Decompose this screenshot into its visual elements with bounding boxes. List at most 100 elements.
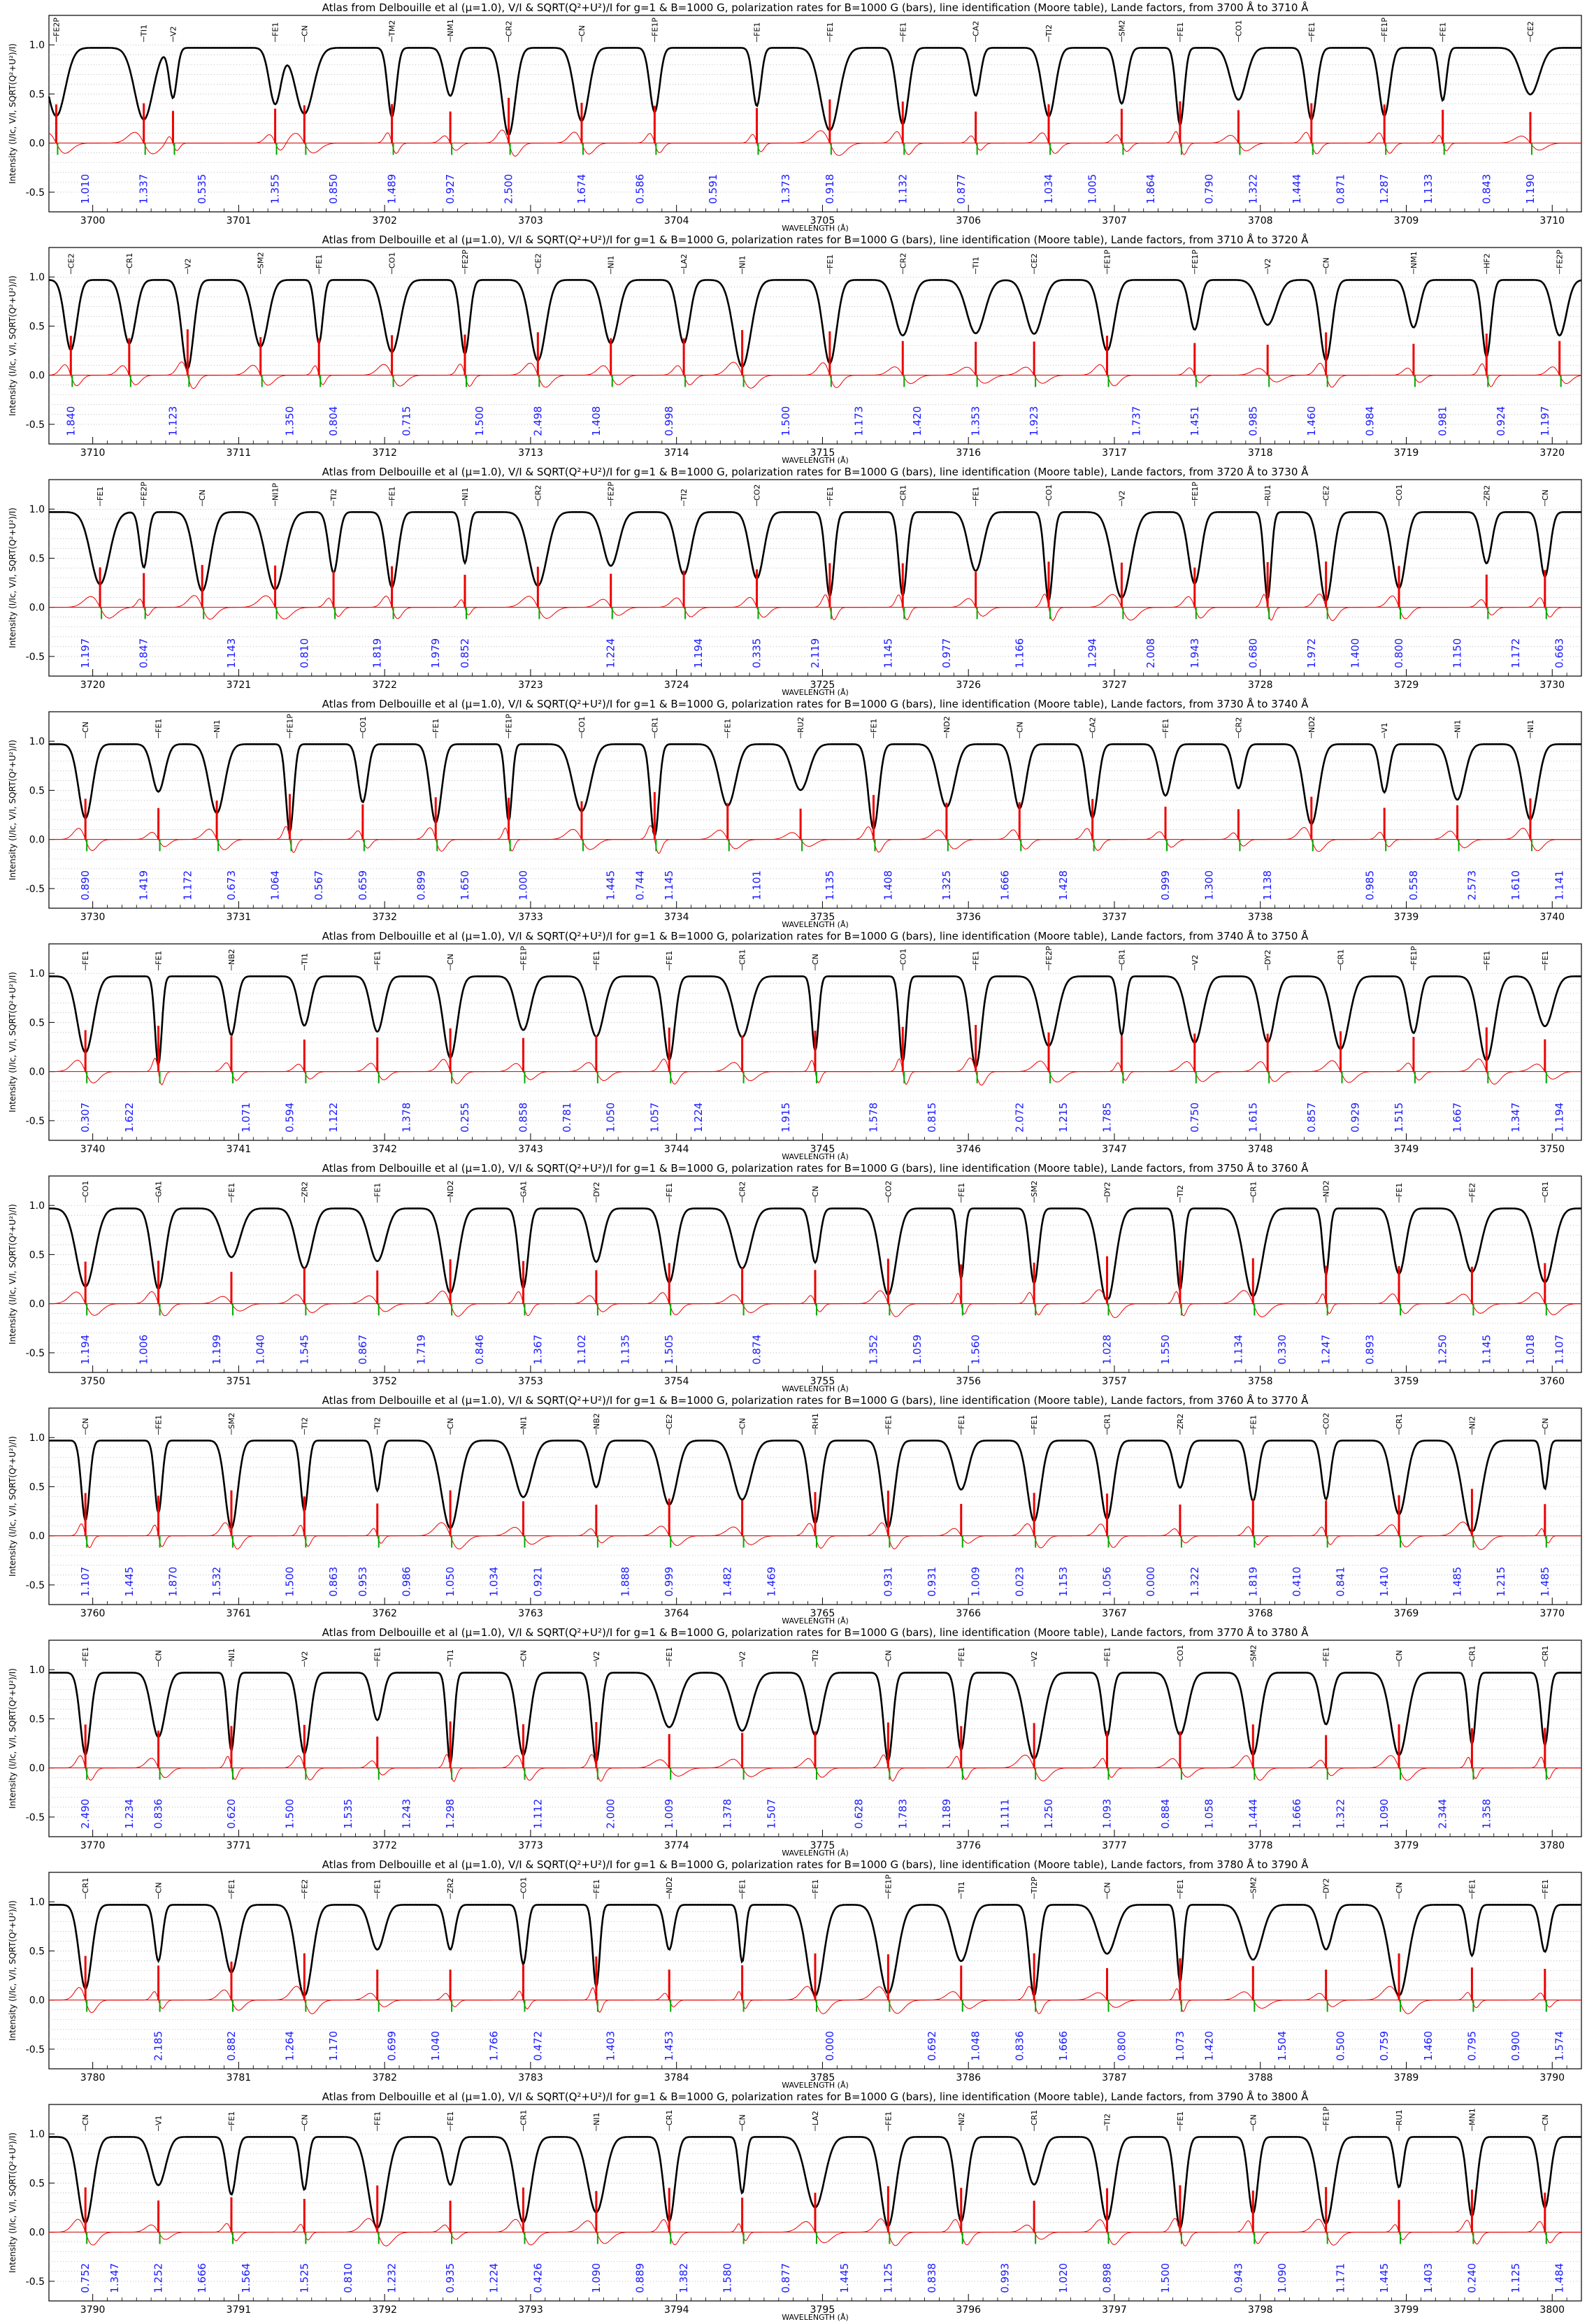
line-id-label: TI2P bbox=[1030, 1877, 1039, 1894]
lande-factor-label: 1.453 bbox=[663, 2031, 675, 2061]
line-id-label: FE1 bbox=[826, 487, 835, 501]
line-id-label: FE1 bbox=[373, 1647, 382, 1661]
x-tick-label: 3766 bbox=[956, 1608, 981, 1619]
x-tick-label: 3739 bbox=[1394, 912, 1419, 923]
line-id-label: CN bbox=[1541, 2114, 1550, 2125]
line-id-label: TI2 bbox=[1176, 1185, 1185, 1198]
lande-factor-label: 1.009 bbox=[663, 1799, 675, 1829]
lande-factor-label: 1.232 bbox=[386, 2263, 398, 2293]
lande-factor-label: 1.408 bbox=[882, 870, 894, 901]
lande-factor-label: 0.586 bbox=[633, 174, 646, 204]
x-tick-label: 3768 bbox=[1248, 1608, 1273, 1619]
lande-factor-label: 1.485 bbox=[1451, 1567, 1464, 1597]
line-id-label: FE1 bbox=[957, 1183, 966, 1197]
x-tick-label: 3754 bbox=[664, 1376, 689, 1387]
line-id-label: FE1 bbox=[1030, 1415, 1039, 1429]
y-tick-label: 0.5 bbox=[29, 785, 45, 796]
lande-factor-label: 0.993 bbox=[998, 2263, 1011, 2293]
x-tick-label: 3713 bbox=[518, 447, 543, 459]
lande-factor-label: 1.153 bbox=[1057, 1567, 1070, 1597]
lande-factor-label: 0.620 bbox=[225, 1799, 238, 1829]
lande-factor-label: 0.659 bbox=[357, 870, 369, 901]
line-id-label: CN bbox=[81, 2114, 90, 2125]
line-id-label: CR2 bbox=[533, 485, 543, 501]
x-tick-label: 3756 bbox=[956, 1376, 981, 1387]
x-tick-label: 3798 bbox=[1248, 2304, 1273, 2316]
line-id-label: TI2 bbox=[373, 1417, 382, 1430]
line-id-label: CA2 bbox=[1089, 717, 1098, 733]
x-tick-label: 3740 bbox=[80, 1144, 106, 1155]
line-id-label: FE1 bbox=[1103, 1647, 1112, 1661]
x-tick-label: 3706 bbox=[956, 215, 981, 227]
line-id-label: CO1 bbox=[1176, 1645, 1185, 1661]
lande-factor-label: 1.171 bbox=[1335, 2263, 1347, 2293]
y-tick-label: 0.5 bbox=[29, 321, 45, 332]
lande-factor-label: 1.166 bbox=[1013, 638, 1026, 668]
lande-factor-label: 0.800 bbox=[1393, 638, 1405, 668]
line-id-label: CN bbox=[519, 1650, 528, 1661]
line-id-label: FE1 bbox=[431, 719, 440, 733]
lande-factor-label: 1.064 bbox=[269, 870, 282, 901]
line-id-label: NI1 bbox=[227, 1649, 236, 1661]
lande-factor-label: 1.194 bbox=[692, 638, 705, 668]
x-tick-label: 3772 bbox=[372, 1840, 397, 1851]
lande-factor-label: 1.451 bbox=[1189, 406, 1201, 436]
panel-title: Atlas from Delbouille et al (μ=1.0), V/I… bbox=[322, 465, 1309, 478]
lande-factor-label: 1.445 bbox=[123, 1567, 136, 1597]
y-tick-label: 0.0 bbox=[29, 603, 45, 614]
line-id-label: ND2 bbox=[1322, 1180, 1331, 1197]
lande-factor-label: 0.628 bbox=[853, 1799, 866, 1829]
line-id-label: CN bbox=[155, 1650, 164, 1661]
atlas-panel-6: Atlas from Delbouille et al (μ=1.0), V/I… bbox=[8, 1393, 1582, 1626]
x-tick-label: 3744 bbox=[664, 1144, 689, 1155]
panel-title: Atlas from Delbouille et al (μ=1.0), V/I… bbox=[322, 1626, 1309, 1639]
line-id-label: TI2 bbox=[300, 1417, 309, 1430]
lande-factor-label: 0.899 bbox=[415, 870, 427, 901]
line-id-label: FE2P bbox=[607, 482, 616, 501]
line-id-label: FE1 bbox=[665, 1183, 674, 1197]
lande-factor-label: 1.189 bbox=[940, 1799, 953, 1829]
line-id-label: FE2P bbox=[461, 250, 470, 268]
lande-factor-label: 1.250 bbox=[1042, 1799, 1055, 1829]
line-id-label: LA2 bbox=[680, 254, 689, 268]
x-tick-label: 3774 bbox=[664, 1840, 689, 1851]
line-id-label: GA1 bbox=[519, 1181, 528, 1197]
lande-factor-label: 0.810 bbox=[342, 2263, 354, 2293]
line-id-label: CE2 bbox=[1526, 21, 1535, 36]
line-id-label: FE1 bbox=[1395, 1183, 1404, 1197]
line-id-label: NI1 bbox=[461, 488, 470, 501]
line-id-label: CR1 bbox=[738, 949, 747, 965]
lande-factor-label: 1.819 bbox=[371, 638, 384, 668]
y-tick-label: 0.0 bbox=[29, 1763, 45, 1774]
line-id-label: CN bbox=[1541, 1418, 1550, 1429]
line-id-label: NB2 bbox=[227, 949, 236, 965]
line-id-label: CN bbox=[884, 1650, 893, 1661]
y-axis-label: Intensity (I/Ic, V/I, SQRT(Q²+U²)/I) bbox=[8, 1436, 17, 1577]
line-id-label: CR1 bbox=[1249, 1182, 1258, 1197]
line-id-label: CN bbox=[738, 1418, 747, 1429]
x-tick-label: 3723 bbox=[518, 680, 543, 691]
lande-factor-label: 1.485 bbox=[1539, 1567, 1551, 1597]
y-tick-label: 0.0 bbox=[29, 1531, 45, 1542]
line-id-label: NM1 bbox=[446, 19, 455, 36]
line-id-label: TI1 bbox=[300, 953, 309, 966]
lande-factor-label: 1.819 bbox=[1247, 1567, 1259, 1597]
line-id-label: ND2 bbox=[446, 1180, 455, 1197]
panel-title: Atlas from Delbouille et al (μ=1.0), V/I… bbox=[322, 233, 1309, 246]
panel-title: Atlas from Delbouille et al (μ=1.0), V/I… bbox=[322, 2090, 1309, 2103]
line-id-label: DY2 bbox=[1322, 1878, 1331, 1893]
x-tick-label: 3730 bbox=[80, 912, 106, 923]
line-id-label: FE1 bbox=[373, 2111, 382, 2125]
x-tick-label: 3701 bbox=[227, 215, 252, 227]
line-id-label: NI1P bbox=[271, 483, 280, 501]
lande-factor-label: 0.943 bbox=[1232, 2263, 1244, 2293]
x-tick-label: 3796 bbox=[956, 2304, 981, 2316]
lande-factor-label: 1.020 bbox=[1057, 2263, 1070, 2293]
line-id-label: FE1 bbox=[957, 1647, 966, 1661]
lande-factor-label: 1.145 bbox=[1480, 1335, 1493, 1365]
line-id-label: CR1 bbox=[519, 2110, 528, 2125]
line-id-label: FE2P bbox=[52, 17, 61, 36]
y-tick-label: 0.0 bbox=[29, 2228, 45, 2239]
x-tick-label: 3726 bbox=[956, 680, 981, 691]
